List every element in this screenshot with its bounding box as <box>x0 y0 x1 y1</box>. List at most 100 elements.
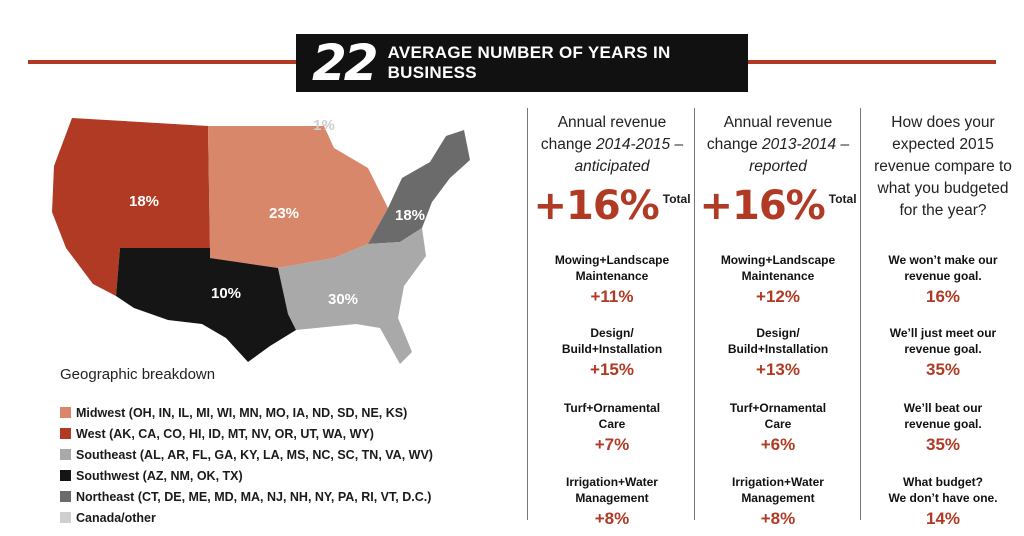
stat-label: Design/ <box>590 326 634 340</box>
stat-value: 14% <box>925 509 961 528</box>
column-question: How does your expected 2015 revenue comp… <box>868 112 1018 222</box>
stat-item: Design/ Build+Installation +13% <box>703 325 853 380</box>
question-line: change 2014-2015 – <box>540 136 684 153</box>
stat-label: Design/ <box>756 326 800 340</box>
stat-label: Mowing+Landscape <box>720 253 836 267</box>
total-percent: +16% <box>533 183 659 229</box>
stat-label: Care <box>598 417 626 431</box>
question-line: anticipated <box>574 158 650 175</box>
stat-label: Irrigation+Water <box>732 475 824 489</box>
column-2014-2015: Annual revenue change 2014-2015 – antici… <box>533 112 690 228</box>
total-percent: +16% <box>699 183 825 229</box>
stat-label: Care <box>764 417 792 431</box>
stat-item: We’ll just meet our revenue goal. 35% <box>868 325 1018 380</box>
stat-label: We’ll just meet our <box>889 326 997 340</box>
legend-item-midwest: Midwest (OH, IN, IL, MI, WI, MN, MO, IA,… <box>60 402 433 423</box>
legend-item-canada: Canada/other <box>60 507 433 528</box>
stat-label: We won’t make our <box>888 253 998 267</box>
map-label-canada: 1% <box>313 117 335 134</box>
stat-label: revenue goal. <box>904 342 982 356</box>
stat-label: What budget? <box>903 475 983 489</box>
column-question: Annual revenue change 2014-2015 – antici… <box>537 112 687 178</box>
map-legend: Midwest (OH, IN, IL, MI, WI, MN, MO, IA,… <box>60 402 433 528</box>
stat-item: Design/ Build+Installation +15% <box>537 325 687 380</box>
total-label: Total <box>828 192 857 206</box>
legend-label: West (AK, CA, CO, HI, ID, MT, NV, OR, UT… <box>76 426 374 441</box>
stat-label: Management <box>741 491 815 505</box>
legend-swatch <box>60 407 71 418</box>
column-2013-2014: Annual revenue change 2013-2014 – report… <box>699 112 856 228</box>
legend-item-southwest: Southwest (AZ, NM, OK, TX) <box>60 465 433 486</box>
stat-item: We won’t make our revenue goal. 16% <box>868 252 1018 307</box>
question-line: what you budgeted <box>877 180 1009 197</box>
question-line: for the year? <box>899 202 987 219</box>
region-midwest <box>208 126 388 268</box>
stat-value: 16% <box>925 287 961 306</box>
us-region-map: 18% 23% 18% 30% 10% 1% <box>52 117 470 364</box>
stat-value: +7% <box>594 435 630 454</box>
legend-item-northeast: Northeast (CT, DE, ME, MD, MA, NJ, NH, N… <box>60 486 433 507</box>
years-number: 22 <box>312 34 379 92</box>
stat-label: Build+Installation <box>727 342 829 356</box>
question-line: How does your <box>891 114 995 131</box>
geo-breakdown-title: Geographic breakdown <box>60 366 216 383</box>
question-line: Annual revenue <box>723 114 833 131</box>
total-label: Total <box>662 192 691 206</box>
map-label-midwest: 23% <box>269 205 299 222</box>
stat-value: +13% <box>756 360 800 379</box>
stat-value: +8% <box>760 509 796 528</box>
stat-label: We’ll beat our <box>903 401 983 415</box>
legend-swatch <box>60 470 71 481</box>
region-west <box>52 118 210 296</box>
stat-value: +6% <box>760 435 796 454</box>
legend-swatch <box>60 428 71 439</box>
legend-label: Southwest (AZ, NM, OK, TX) <box>76 468 243 483</box>
stat-item: What budget? We don’t have one. 14% <box>868 474 1018 529</box>
region-southeast <box>278 228 426 364</box>
stat-value: 35% <box>925 435 961 454</box>
stat-label: Build+Installation <box>561 342 663 356</box>
stat-label: revenue goal. <box>904 417 982 431</box>
legend-label: Midwest (OH, IN, IL, MI, WI, MN, MO, IA,… <box>76 405 408 420</box>
stat-value: 35% <box>925 360 961 379</box>
column-divider <box>527 108 528 520</box>
total-change: +16% Total <box>699 184 856 228</box>
question-line: revenue compare to <box>874 158 1012 175</box>
header-rule-left <box>28 60 296 64</box>
legend-label: Southeast (AL, AR, FL, GA, KY, LA, MS, N… <box>76 447 433 462</box>
map-label-southeast: 30% <box>328 291 358 308</box>
stat-value: +11% <box>590 287 634 306</box>
stat-item: Mowing+Landscape Maintenance +11% <box>537 252 687 307</box>
map-label-west: 18% <box>129 193 159 210</box>
stat-item: Mowing+Landscape Maintenance +12% <box>703 252 853 307</box>
question-line: Annual revenue <box>557 114 667 131</box>
stat-label: Turf+Ornamental <box>563 401 661 415</box>
question-line: reported <box>749 158 807 175</box>
stat-label: revenue goal. <box>904 269 982 283</box>
legend-item-southeast: Southeast (AL, AR, FL, GA, KY, LA, MS, N… <box>60 444 433 465</box>
stat-label: Maintenance <box>575 269 649 283</box>
stat-item: We’ll beat our revenue goal. 35% <box>868 400 1018 455</box>
stat-label: Irrigation+Water <box>566 475 658 489</box>
column-budget-comparison: How does your expected 2015 revenue comp… <box>868 112 1018 222</box>
stat-item: Turf+Ornamental Care +7% <box>537 400 687 455</box>
stat-value: +15% <box>590 360 634 379</box>
region-northeast <box>368 130 470 244</box>
column-divider <box>860 108 861 520</box>
legend-swatch <box>60 512 71 523</box>
region-southwest <box>116 248 296 362</box>
map-label-southwest: 10% <box>211 285 241 302</box>
header-title: AVERAGE NUMBER OF YEARS IN BUSINESS <box>387 43 671 82</box>
header-rule-right <box>744 60 996 64</box>
legend-swatch <box>60 449 71 460</box>
column-question: Annual revenue change 2013-2014 – report… <box>703 112 853 178</box>
legend-item-west: West (AK, CA, CO, HI, ID, MT, NV, OR, UT… <box>60 423 433 444</box>
stat-value: +8% <box>594 509 630 528</box>
stat-label: Maintenance <box>741 269 815 283</box>
question-line: change 2013-2014 – <box>706 136 850 153</box>
header-banner: 22 AVERAGE NUMBER OF YEARS IN BUSINESS <box>296 34 748 92</box>
stat-value: +12% <box>756 287 800 306</box>
stat-label: Management <box>575 491 649 505</box>
legend-label: Canada/other <box>76 510 156 525</box>
stat-item: Irrigation+Water Management +8% <box>703 474 853 529</box>
